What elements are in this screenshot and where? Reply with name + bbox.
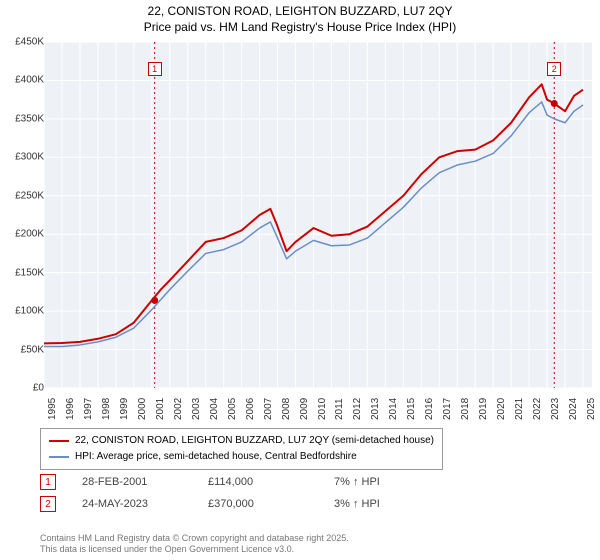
xtick-label: 2003 — [191, 398, 202, 420]
xtick-label: 2005 — [227, 398, 238, 420]
xtick-label: 1999 — [119, 398, 130, 420]
chart-title: 22, CONISTON ROAD, LEIGHTON BUZZARD, LU7… — [0, 0, 600, 35]
legend-swatch-price-paid — [49, 440, 69, 442]
marker-badge-2: 2 — [40, 496, 56, 512]
title-line2: Price paid vs. HM Land Registry's House … — [144, 20, 456, 34]
xtick-label: 1998 — [101, 398, 112, 420]
footer-line1: Contains HM Land Registry data © Crown c… — [40, 533, 349, 543]
plot-area — [44, 42, 592, 388]
ytick-label: £100K — [15, 306, 44, 317]
xtick-label: 2011 — [334, 398, 345, 420]
marker-price-2: £370,000 — [208, 498, 308, 510]
xtick-label: 2012 — [352, 398, 363, 420]
legend-swatch-hpi — [49, 456, 69, 458]
footer-line2: This data is licensed under the Open Gov… — [40, 544, 294, 554]
chart-container: 22, CONISTON ROAD, LEIGHTON BUZZARD, LU7… — [0, 0, 600, 560]
xtick-label: 2022 — [532, 398, 543, 420]
marker-row-2: 2 24-MAY-2023 £370,000 3% ↑ HPI — [40, 496, 434, 512]
ytick-label: £150K — [15, 267, 44, 278]
xtick-label: 1996 — [65, 398, 76, 420]
legend: 22, CONISTON ROAD, LEIGHTON BUZZARD, LU7… — [40, 428, 443, 470]
marker-date-1: 28-FEB-2001 — [82, 476, 182, 488]
xtick-label: 1995 — [47, 398, 58, 420]
chart-svg — [44, 42, 592, 388]
xtick-label: 2019 — [478, 398, 489, 420]
ytick-label: £400K — [15, 75, 44, 86]
xtick-label: 2023 — [550, 398, 561, 420]
footer-attribution: Contains HM Land Registry data © Crown c… — [40, 533, 349, 556]
ytick-label: £250K — [15, 190, 44, 201]
legend-item-price-paid: 22, CONISTON ROAD, LEIGHTON BUZZARD, LU7… — [49, 433, 434, 449]
xtick-label: 2000 — [137, 398, 148, 420]
plot-background — [44, 42, 592, 388]
xtick-label: 2014 — [388, 398, 399, 420]
ytick-label: £0 — [33, 383, 44, 394]
xtick-label: 2021 — [514, 398, 525, 420]
xtick-label: 1997 — [83, 398, 94, 420]
ytick-label: £350K — [15, 113, 44, 124]
ytick-label: £50K — [21, 344, 44, 355]
xtick-label: 2008 — [281, 398, 292, 420]
chart-marker-badge: 2 — [547, 62, 561, 76]
marker-badge-1: 1 — [40, 474, 56, 490]
ytick-label: £450K — [15, 37, 44, 48]
marker-delta-1: 7% ↑ HPI — [334, 476, 434, 488]
xtick-label: 2018 — [460, 398, 471, 420]
legend-label-price-paid: 22, CONISTON ROAD, LEIGHTON BUZZARD, LU7… — [75, 433, 434, 449]
marker-row-1: 1 28-FEB-2001 £114,000 7% ↑ HPI — [40, 474, 434, 490]
xtick-label: 2025 — [586, 398, 597, 420]
xtick-label: 2002 — [173, 398, 184, 420]
marker-delta-2: 3% ↑ HPI — [334, 498, 434, 510]
title-line1: 22, CONISTON ROAD, LEIGHTON BUZZARD, LU7… — [148, 4, 453, 18]
xtick-label: 2006 — [245, 398, 256, 420]
xtick-label: 2024 — [568, 398, 579, 420]
chart-marker-badge: 1 — [148, 62, 162, 76]
xtick-label: 2017 — [442, 398, 453, 420]
xtick-label: 2009 — [299, 398, 310, 420]
legend-item-hpi: HPI: Average price, semi-detached house,… — [49, 449, 434, 465]
marker-table: 1 28-FEB-2001 £114,000 7% ↑ HPI 2 24-MAY… — [40, 474, 434, 518]
xtick-label: 2010 — [317, 398, 328, 420]
xtick-label: 2001 — [155, 398, 166, 420]
xtick-label: 2016 — [424, 398, 435, 420]
xtick-label: 2004 — [209, 398, 220, 420]
xtick-label: 2020 — [496, 398, 507, 420]
xtick-label: 2007 — [263, 398, 274, 420]
xtick-label: 2015 — [406, 398, 417, 420]
marker-date-2: 24-MAY-2023 — [82, 498, 182, 510]
legend-label-hpi: HPI: Average price, semi-detached house,… — [75, 449, 357, 465]
xtick-label: 2013 — [370, 398, 381, 420]
ytick-label: £200K — [15, 229, 44, 240]
marker-price-1: £114,000 — [208, 476, 308, 488]
ytick-label: £300K — [15, 152, 44, 163]
